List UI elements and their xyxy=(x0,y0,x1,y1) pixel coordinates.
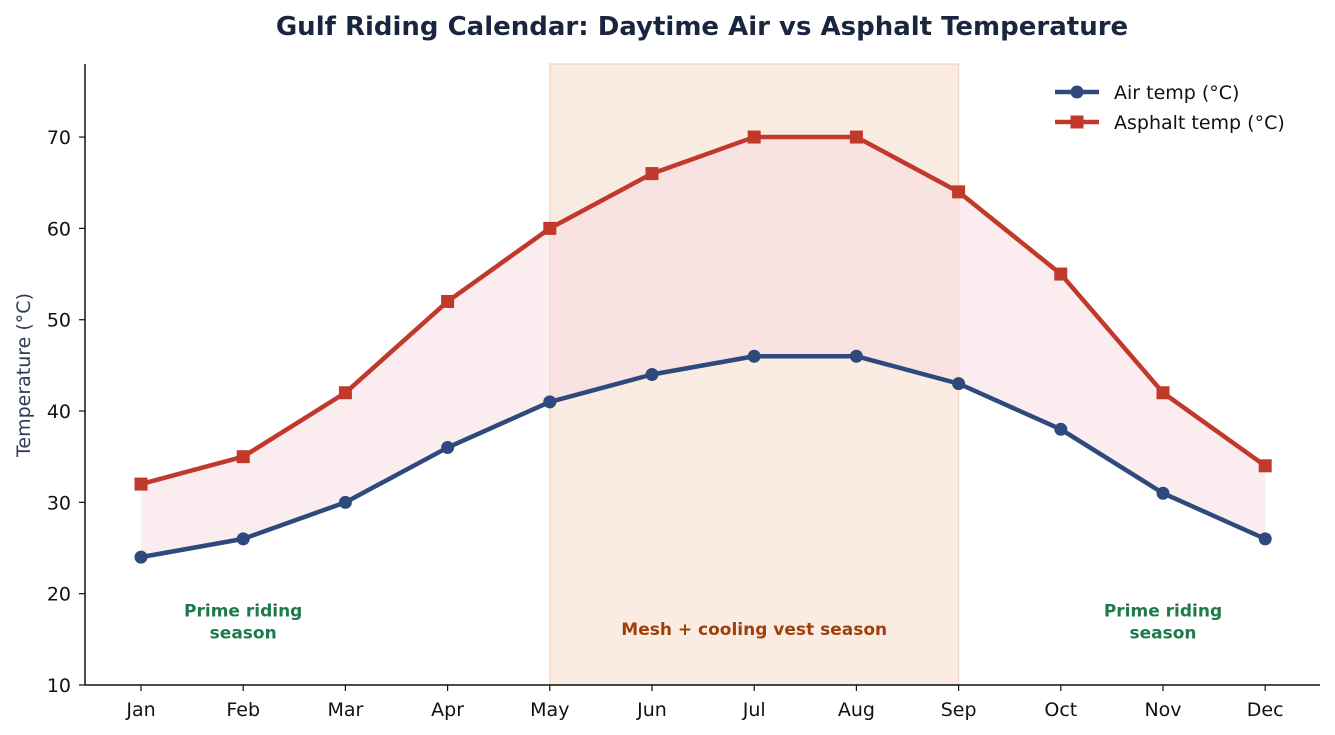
plot-area: 10 20 30 40 50 60 70 Jan Feb Mar Apr May Jun Jul Aug Se… xyxy=(47,63,1320,721)
x-tick-label: Oct xyxy=(1044,699,1077,721)
y-tick-label: 10 xyxy=(47,675,71,697)
data-point-air xyxy=(236,532,250,546)
data-point-air xyxy=(952,377,966,391)
data-point-asphalt xyxy=(1156,386,1170,400)
annotation: Prime riding season xyxy=(1104,602,1222,644)
fill-between-area xyxy=(141,137,1266,558)
x-tick-label: Jan xyxy=(125,699,155,721)
x-tick-label: Nov xyxy=(1144,699,1181,721)
x-tick-label: Jun xyxy=(636,699,667,721)
data-point-air xyxy=(338,495,352,509)
data-point-air xyxy=(645,368,659,381)
legend-label-asphalt: Asphalt temp (°C) xyxy=(1114,112,1285,134)
data-point-asphalt xyxy=(747,130,761,144)
legend-marker-asphalt xyxy=(1070,115,1084,129)
x-tick-label: Mar xyxy=(327,699,363,721)
data-point-asphalt xyxy=(338,386,352,400)
data-point-asphalt xyxy=(1054,267,1068,281)
y-tick-label: 50 xyxy=(47,310,71,332)
annotation-line: season xyxy=(210,624,277,644)
x-tick-label: Sep xyxy=(941,699,977,721)
data-point-air xyxy=(543,395,557,409)
x-tick-label: Aug xyxy=(838,699,875,721)
annotation-line: Prime riding xyxy=(184,602,302,622)
data-point-air xyxy=(1258,532,1272,546)
data-point-asphalt xyxy=(645,167,659,181)
y-tick-label: 60 xyxy=(47,218,71,240)
chart-title: Gulf Riding Calendar: Daytime Air vs Asp… xyxy=(276,12,1128,42)
data-point-air xyxy=(849,349,863,363)
y-tick-label: 70 xyxy=(47,127,71,149)
annotation-line: season xyxy=(1129,624,1196,644)
x-tick-label: Apr xyxy=(431,699,464,721)
y-tick-label: 20 xyxy=(47,584,71,606)
legend-marker-air xyxy=(1070,85,1084,99)
series-line-air xyxy=(140,353,1267,560)
annotation-line: Prime riding xyxy=(1104,602,1222,622)
data-point-asphalt xyxy=(1258,459,1272,473)
annotation-line: Mesh + cooling vest season xyxy=(621,620,887,640)
data-point-asphalt xyxy=(441,294,455,308)
data-point-asphalt xyxy=(236,450,250,464)
data-point-air xyxy=(747,349,761,363)
data-point-asphalt xyxy=(952,185,966,199)
x-tick-label: Dec xyxy=(1247,699,1284,721)
data-point-asphalt xyxy=(134,477,148,491)
data-point-air xyxy=(441,441,455,455)
x-tick-label: Jul xyxy=(742,699,766,721)
x-tick-label: Feb xyxy=(226,699,260,721)
data-point-asphalt xyxy=(849,130,863,144)
x-tick-label: May xyxy=(530,699,569,721)
data-point-asphalt xyxy=(543,221,557,235)
y-tick-label: 30 xyxy=(47,492,71,514)
data-point-air xyxy=(1156,486,1170,500)
series-line-asphalt xyxy=(140,134,1267,487)
data-point-air xyxy=(1054,422,1068,436)
annotation: Mesh + cooling vest season xyxy=(621,620,887,640)
annotation: Prime riding season xyxy=(184,602,302,644)
legend: Air temp (°C) Asphalt temp (°C) xyxy=(1055,82,1285,134)
y-axis-label: Temperature (°C) xyxy=(13,293,35,458)
y-tick-label: 40 xyxy=(47,401,71,423)
legend-label-air: Air temp (°C) xyxy=(1114,82,1239,104)
data-point-air xyxy=(134,550,148,564)
